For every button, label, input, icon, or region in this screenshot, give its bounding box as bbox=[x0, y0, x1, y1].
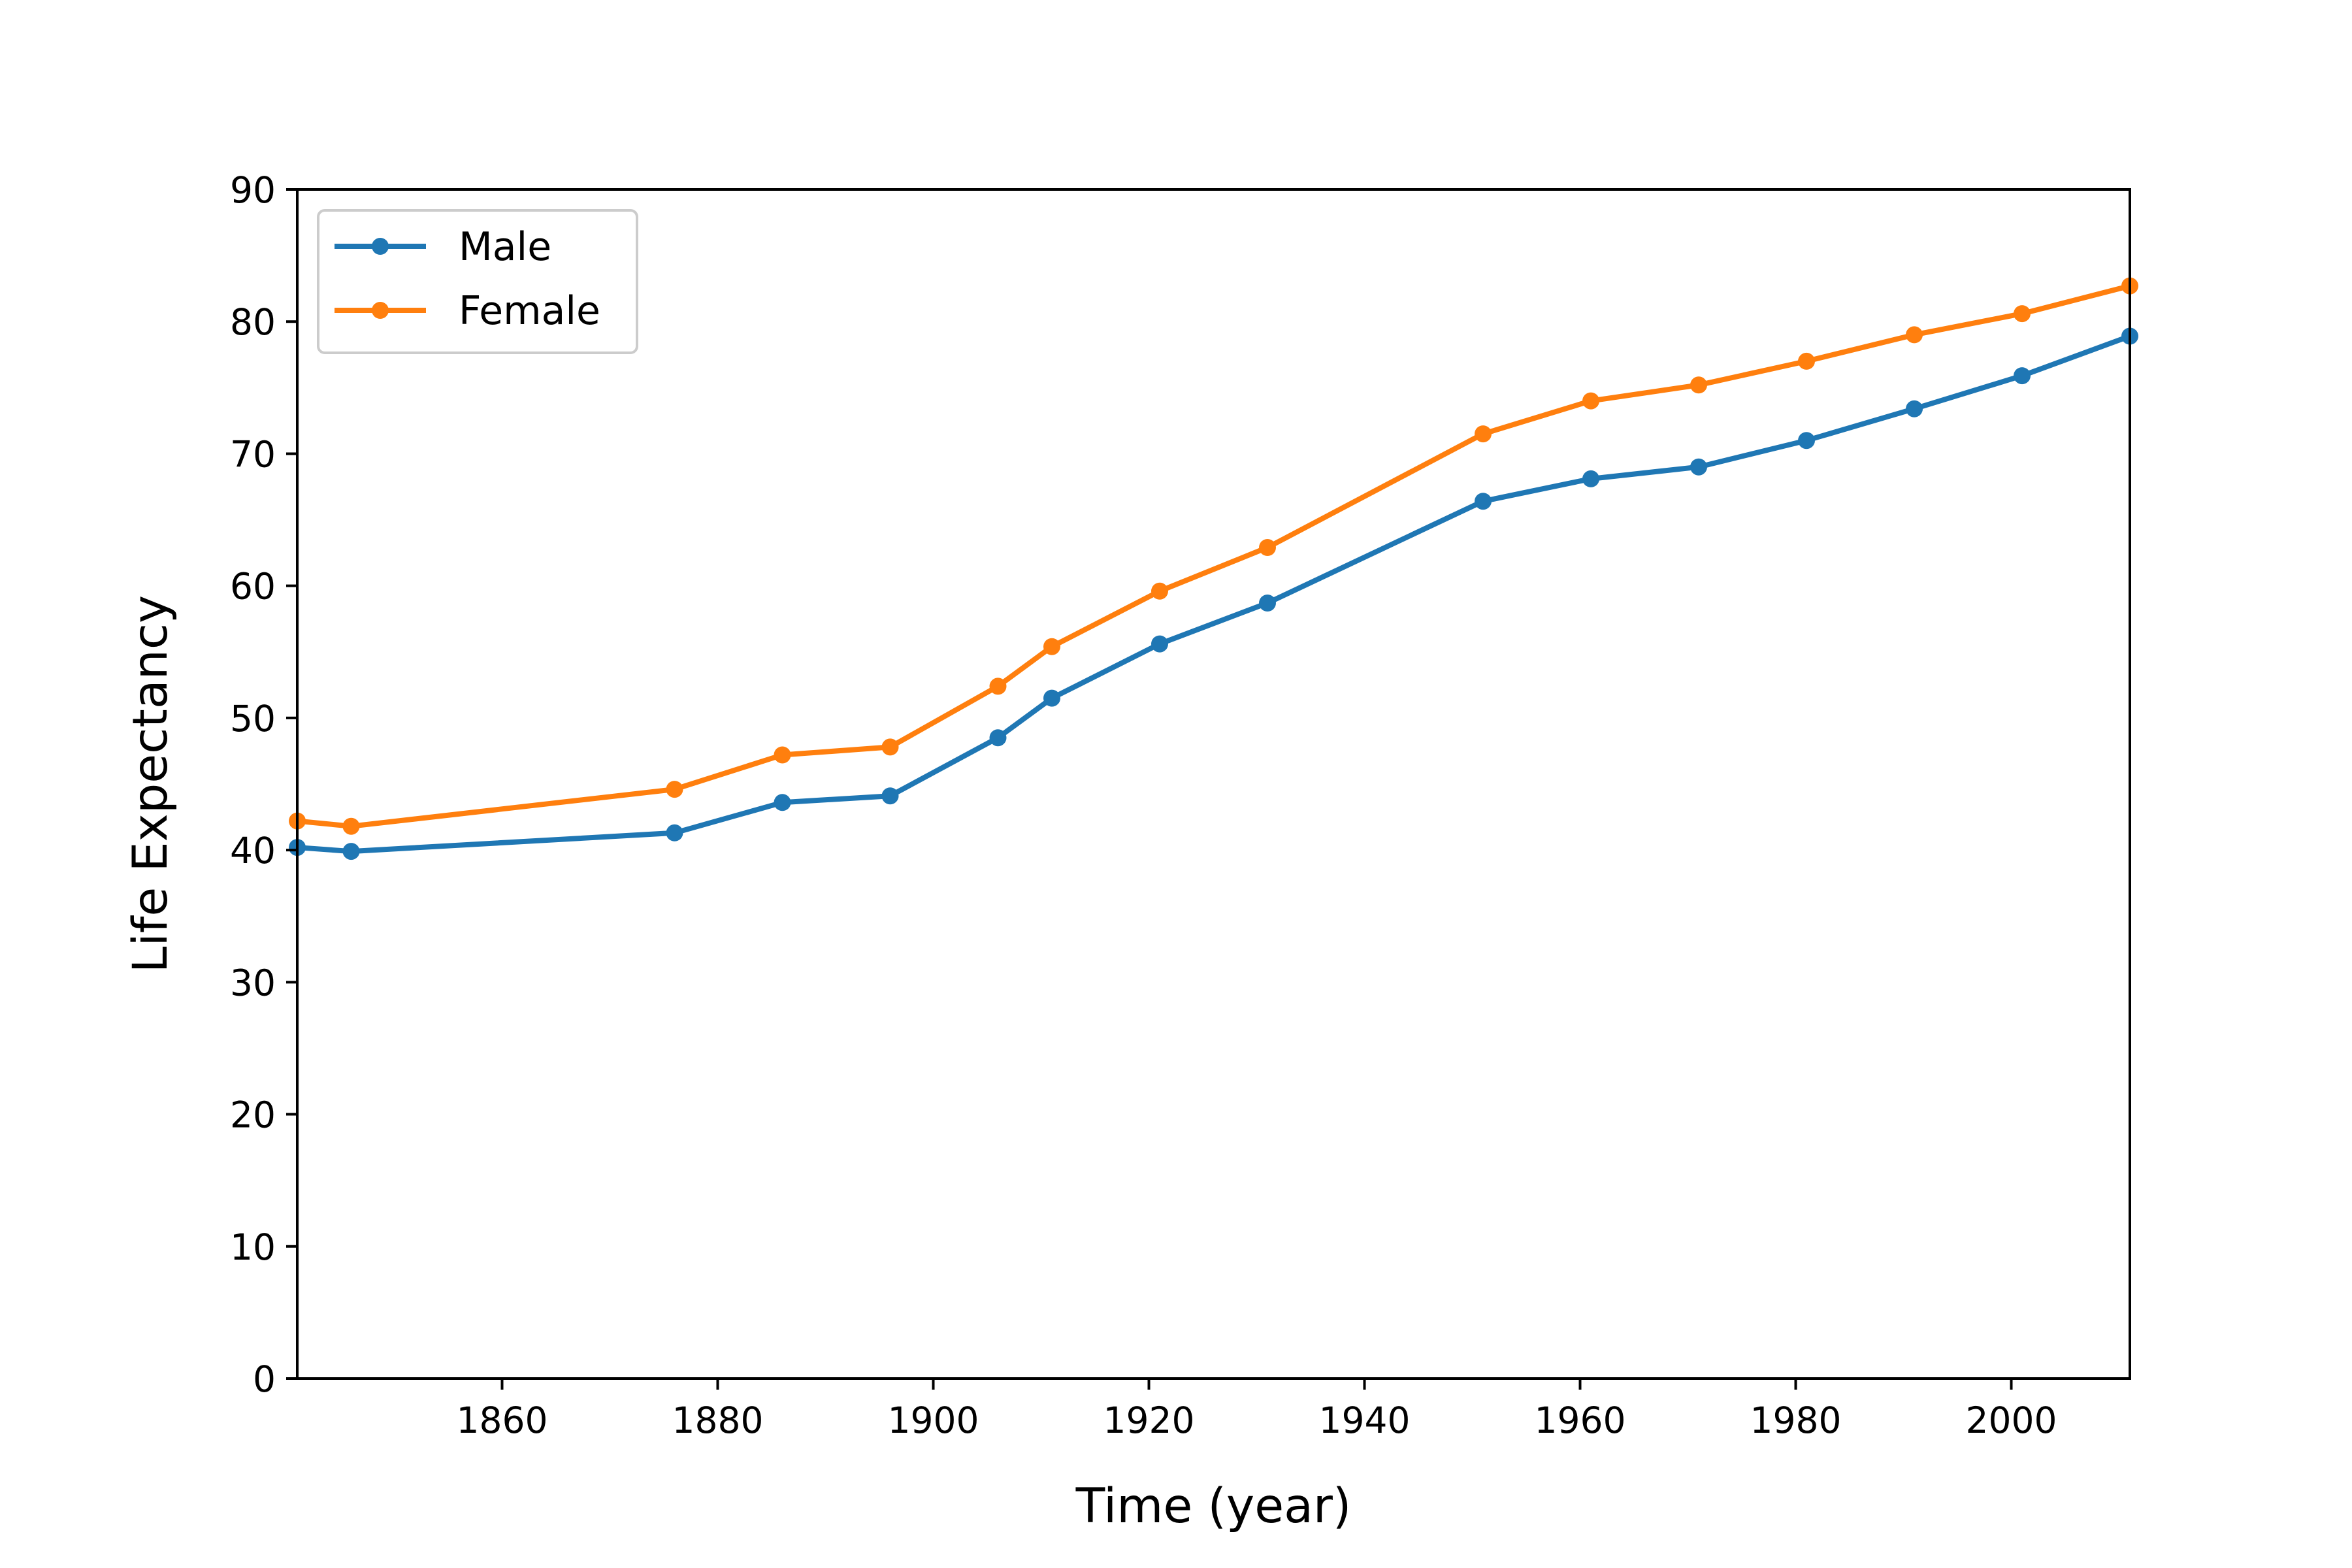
data-point-female bbox=[881, 738, 899, 756]
legend-label-male: Male bbox=[459, 224, 551, 270]
legend-label-female: Female bbox=[459, 288, 600, 334]
data-point-female bbox=[666, 781, 683, 798]
data-point-male bbox=[1906, 400, 1923, 417]
plot-area bbox=[289, 188, 2138, 1380]
y-axis: 0 10 20 30 40 50 60 70 80 90 bbox=[230, 169, 297, 1400]
x-axis: 1860 1880 1900 1920 1940 1960 1980 2000 bbox=[457, 1379, 2057, 1441]
data-point-male bbox=[1798, 432, 1815, 449]
data-point-male bbox=[881, 787, 899, 805]
x-tick-label: 1940 bbox=[1319, 1399, 1411, 1441]
y-tick-label: 10 bbox=[230, 1226, 276, 1268]
y-tick-label: 20 bbox=[230, 1094, 276, 1136]
y-axis-title: Life Expectancy bbox=[123, 595, 178, 973]
y-tick-label: 30 bbox=[230, 962, 276, 1004]
data-point-female bbox=[342, 817, 360, 835]
x-tick-label: 1900 bbox=[888, 1399, 979, 1441]
data-point-male bbox=[1043, 689, 1060, 707]
y-tick-label: 80 bbox=[230, 301, 276, 343]
data-point-male bbox=[1151, 635, 1168, 653]
data-point-female bbox=[774, 746, 791, 764]
data-point-female bbox=[1475, 425, 1492, 443]
x-tick-label: 1960 bbox=[1535, 1399, 1626, 1441]
data-point-male bbox=[342, 843, 360, 860]
series-line-male bbox=[294, 333, 2134, 855]
data-point-female bbox=[1151, 582, 1168, 600]
data-point-female bbox=[1043, 638, 1060, 655]
data-point-female bbox=[2014, 305, 2031, 323]
plot-frame bbox=[296, 188, 2131, 1380]
y-tick-label: 70 bbox=[230, 433, 276, 475]
data-point-male bbox=[1475, 493, 1492, 510]
data-point-male bbox=[989, 729, 1007, 747]
x-tick-label: 1980 bbox=[1750, 1399, 1842, 1441]
data-point-male bbox=[666, 824, 683, 841]
data-point-male bbox=[1259, 595, 1276, 612]
data-point-female bbox=[1582, 392, 1599, 410]
data-point-male bbox=[1690, 458, 1707, 476]
data-point-female bbox=[1798, 352, 1815, 370]
y-tick-label: 0 bbox=[253, 1358, 276, 1400]
x-tick-label: 2000 bbox=[1966, 1399, 2057, 1441]
data-point-female bbox=[989, 678, 1007, 695]
y-tick-label: 60 bbox=[230, 566, 276, 608]
y-tick-label: 50 bbox=[230, 698, 276, 740]
y-tick-label: 90 bbox=[230, 169, 276, 211]
data-point-male bbox=[774, 794, 791, 811]
x-tick-label: 1920 bbox=[1103, 1399, 1195, 1441]
x-tick-label: 1860 bbox=[457, 1399, 548, 1441]
legend-marker-female bbox=[372, 302, 389, 319]
data-point-male bbox=[2014, 367, 2031, 385]
data-point-female bbox=[1259, 539, 1276, 556]
legend-marker-male bbox=[372, 238, 389, 255]
x-tick-label: 1880 bbox=[672, 1399, 764, 1441]
data-point-male bbox=[1582, 470, 1599, 487]
data-point-female bbox=[1906, 326, 1923, 344]
y-tick-label: 40 bbox=[230, 830, 276, 872]
series-line-female bbox=[294, 282, 2133, 829]
x-axis-title: Time (year) bbox=[1075, 1478, 1352, 1534]
data-point-female bbox=[1690, 376, 1707, 394]
legend: Male Female bbox=[317, 209, 638, 354]
